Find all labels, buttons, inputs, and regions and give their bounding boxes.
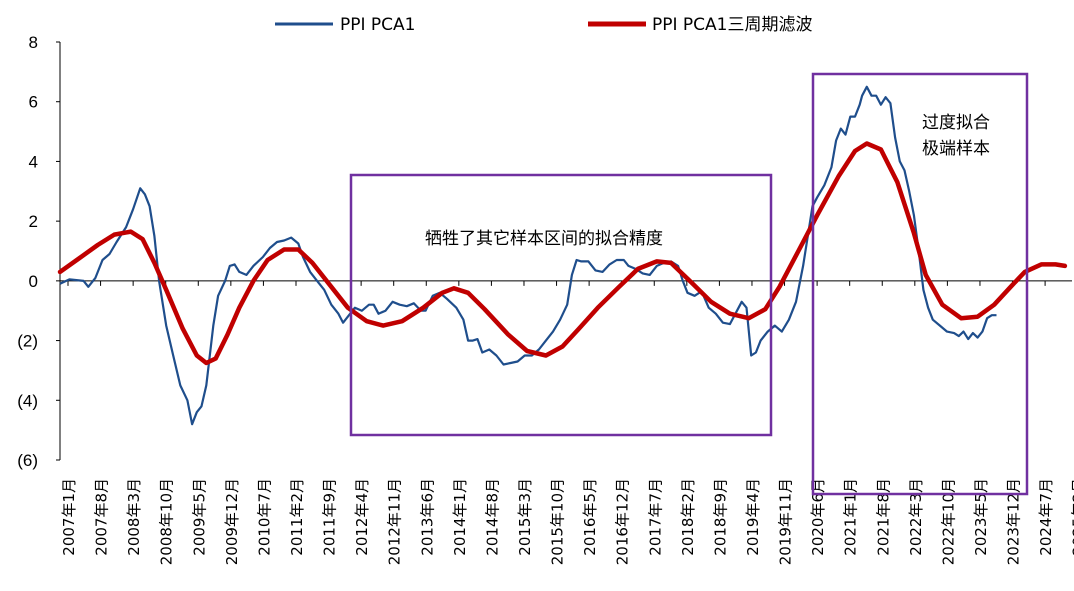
annotation-sacrifice-accuracy: 牺牲了其它样本区间的拟合精度: [425, 229, 663, 249]
x-tick-label: 2025年2月: [1070, 478, 1074, 556]
x-tick-label: 2017年7月: [646, 478, 664, 556]
x-tick-label: 2016年5月: [581, 478, 599, 556]
series-line-ppi-pca1: [59, 85, 997, 426]
x-tick-label: 2014年8月: [483, 478, 501, 556]
annotation-overfit-line1: 过度拟合: [922, 113, 990, 133]
y-tick-label: 8: [29, 33, 38, 52]
y-tick-label: (2): [17, 332, 38, 351]
highlight-box-extreme-period: [811, 72, 1029, 496]
y-tick-label: (6): [17, 451, 38, 470]
y-tick-label: 2: [29, 212, 38, 231]
x-tick-label: 2022年3月: [907, 478, 925, 556]
x-tick-label: 2016年12月: [614, 478, 632, 565]
x-tick-label: 2021年1月: [842, 478, 860, 556]
x-tick-label: 2015年10月: [549, 478, 567, 565]
x-tick-label: 2008年3月: [125, 478, 143, 556]
x-tick-label: 2019年11月: [777, 478, 795, 565]
x-tick-label: 2013年6月: [418, 478, 436, 556]
legend-label-ppi-pca1: PPI PCA1: [340, 15, 416, 35]
x-tick-label: 2020年6月: [809, 478, 827, 556]
y-axis: 8 6 4 2 0 (2) (4) (6): [17, 33, 61, 470]
x-tick-label: 2019年4月: [744, 478, 762, 556]
x-tick-label: 2009年5月: [190, 478, 208, 556]
x-tick-label: 2007年8月: [93, 478, 111, 556]
x-tick-label: 2018年2月: [679, 478, 697, 556]
x-tick-label: 2007年1月: [60, 478, 78, 556]
x-tick-label: 2010年7月: [255, 478, 273, 556]
legend: PPI PCA1 PPI PCA1三周期滤波: [275, 15, 813, 35]
x-tick-label: 2023年5月: [972, 478, 990, 556]
annotation-overfit-line2: 极端样本: [922, 139, 990, 159]
x-tick-label: 2022年10月: [939, 478, 957, 565]
x-axis: 2007年1月 2007年8月 2008年3月 2008年10月 2009年5月 2009…: [60, 280, 1074, 565]
x-tick-label: 2012年11月: [386, 478, 404, 565]
y-tick-label: 6: [29, 93, 38, 112]
x-tick-label: 2009年12月: [223, 478, 241, 565]
x-tick-label: 2023年12月: [1005, 478, 1023, 565]
y-tick-label: (4): [17, 391, 38, 410]
x-tick-label: 2012年4月: [353, 478, 371, 556]
x-tick-label: 2011年2月: [288, 478, 306, 556]
x-tick-label: 2024年7月: [1037, 478, 1055, 556]
x-tick-label: 2018年9月: [711, 478, 729, 556]
x-tick-label: 2015年3月: [516, 478, 534, 556]
y-tick-label: 4: [29, 152, 38, 171]
x-tick-label: 2021年8月: [874, 478, 892, 556]
y-tick-label: 0: [29, 272, 38, 291]
x-tick-label: 2011年9月: [321, 478, 339, 556]
legend-label-ppi-pca1-filtered: PPI PCA1三周期滤波: [652, 15, 813, 35]
x-tick-label: 2008年10月: [158, 478, 176, 565]
x-tick-label: 2014年1月: [451, 478, 469, 556]
highlight-box-mid-period: [349, 173, 773, 437]
series-line-ppi-pca1-filtered: [57, 141, 1068, 366]
